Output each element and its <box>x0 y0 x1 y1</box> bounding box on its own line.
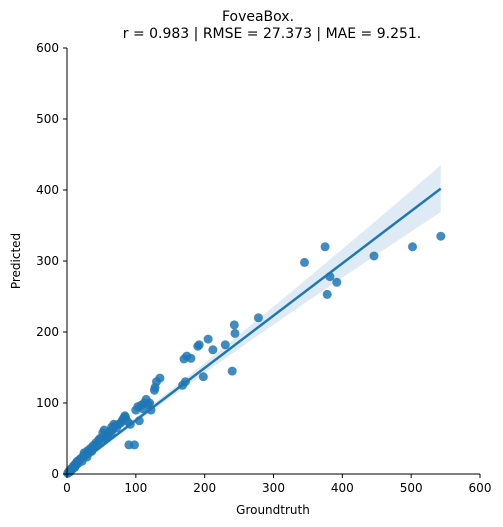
regression-line-path <box>66 187 442 474</box>
data-point <box>300 257 309 267</box>
data-point <box>186 353 196 363</box>
x-tick-label: 0 <box>63 481 71 495</box>
x-tick-label: 200 <box>193 481 216 495</box>
y-tick-label: 0 <box>51 467 59 481</box>
data-point <box>322 289 332 299</box>
x-ticks: 0 100 200 300 400 500 600 <box>63 474 491 495</box>
y-ticks: 0 100 200 300 400 500 600 <box>36 41 67 481</box>
data-point <box>369 251 379 261</box>
x-tick-label: 100 <box>124 481 147 495</box>
x-tick-label: 300 <box>262 481 285 495</box>
data-point <box>229 320 239 330</box>
data-point <box>194 340 204 350</box>
x-tick-label: 600 <box>469 481 492 495</box>
y-tick-label: 500 <box>36 112 59 126</box>
data-points <box>63 231 446 478</box>
chart-subtitle: r = 0.983 | RMSE = 27.373 | MAE = 9.251. <box>123 26 422 42</box>
y-tick-label: 300 <box>36 254 59 268</box>
regression-line <box>66 187 442 474</box>
y-axis-label: Predicted <box>9 233 23 289</box>
data-point <box>320 242 330 252</box>
x-axis-label: Groundtruth <box>236 503 310 517</box>
data-point <box>436 231 446 241</box>
y-tick-label: 400 <box>36 183 59 197</box>
data-point <box>130 440 139 450</box>
data-point <box>332 277 342 287</box>
y-tick-label: 600 <box>36 41 59 55</box>
data-point <box>203 334 213 344</box>
data-point <box>220 340 230 350</box>
y-tick-label: 100 <box>36 396 59 410</box>
chart-title: FoveaBox. <box>222 9 294 25</box>
data-point <box>198 372 208 382</box>
y-tick-label: 200 <box>36 325 59 339</box>
x-tick-label: 400 <box>331 481 354 495</box>
data-point <box>208 345 218 355</box>
data-point <box>253 313 263 323</box>
data-point <box>155 373 165 383</box>
data-point <box>145 398 155 408</box>
x-tick-label: 500 <box>400 481 423 495</box>
data-point <box>227 366 237 376</box>
data-point <box>230 328 240 338</box>
data-point <box>408 242 417 252</box>
